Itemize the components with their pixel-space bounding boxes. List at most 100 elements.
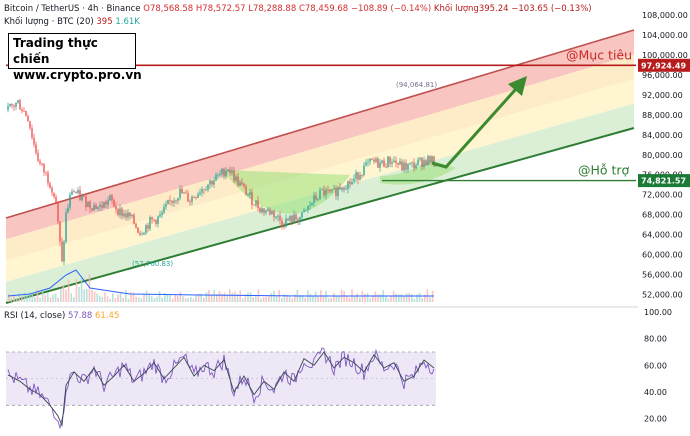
candle[interactable] — [137, 227, 139, 233]
candle[interactable] — [285, 218, 287, 227]
candle[interactable] — [23, 111, 25, 112]
candle[interactable] — [53, 192, 55, 197]
candle[interactable] — [109, 195, 111, 201]
candle[interactable] — [33, 137, 35, 145]
candle[interactable] — [225, 171, 227, 177]
candle[interactable] — [355, 172, 357, 179]
candle[interactable] — [411, 162, 413, 164]
candle[interactable] — [189, 201, 191, 203]
candle[interactable] — [165, 204, 167, 207]
candle[interactable] — [351, 181, 353, 185]
candle[interactable] — [85, 196, 87, 208]
candle[interactable] — [215, 175, 217, 181]
candle[interactable] — [107, 200, 109, 205]
candle[interactable] — [19, 100, 21, 110]
candle[interactable] — [325, 189, 327, 196]
candle[interactable] — [307, 206, 309, 210]
candle[interactable] — [287, 218, 289, 221]
candle[interactable] — [223, 168, 225, 177]
candle[interactable] — [297, 219, 299, 222]
candle[interactable] — [389, 156, 391, 164]
candle[interactable] — [385, 166, 387, 168]
candle[interactable] — [133, 214, 135, 224]
candle[interactable] — [233, 170, 235, 181]
candle[interactable] — [217, 174, 219, 176]
candle[interactable] — [161, 212, 163, 215]
candle[interactable] — [319, 190, 321, 200]
candle[interactable] — [263, 208, 265, 213]
candle[interactable] — [61, 241, 63, 262]
candle[interactable] — [387, 156, 389, 167]
candle[interactable] — [119, 208, 121, 216]
candle[interactable] — [219, 174, 221, 176]
candle[interactable] — [261, 208, 263, 213]
candle[interactable] — [91, 208, 93, 211]
channel-upper-line[interactable] — [5, 29, 635, 219]
candle[interactable] — [339, 187, 341, 190]
candle[interactable] — [37, 152, 39, 161]
candle[interactable] — [249, 192, 251, 195]
candle[interactable] — [131, 214, 133, 217]
candle[interactable] — [349, 181, 351, 185]
candle[interactable] — [271, 210, 273, 215]
candle[interactable] — [185, 192, 187, 194]
candle[interactable] — [147, 225, 149, 229]
candle[interactable] — [407, 163, 409, 170]
candle[interactable] — [381, 160, 383, 163]
channel-lower-line[interactable] — [5, 127, 635, 304]
candle[interactable] — [413, 162, 415, 169]
candle[interactable] — [229, 169, 231, 173]
candle[interactable] — [127, 212, 129, 218]
rsi-label[interactable]: RSI (14, close) — [4, 311, 66, 321]
candle[interactable] — [295, 214, 297, 220]
candle[interactable] — [15, 102, 17, 107]
candle[interactable] — [343, 187, 345, 190]
candle[interactable] — [321, 189, 323, 191]
candle[interactable] — [337, 187, 339, 197]
candle[interactable] — [63, 241, 65, 262]
candle[interactable] — [397, 162, 399, 165]
candle[interactable] — [231, 170, 233, 173]
candle[interactable] — [353, 178, 355, 182]
candle[interactable] — [211, 180, 213, 185]
candle[interactable] — [177, 198, 179, 201]
candle[interactable] — [153, 219, 155, 221]
candle[interactable] — [139, 232, 141, 235]
candle[interactable] — [275, 216, 277, 218]
candle[interactable] — [277, 215, 279, 217]
candle[interactable] — [371, 158, 373, 160]
candle[interactable] — [423, 159, 425, 168]
candle[interactable] — [239, 182, 241, 186]
candle[interactable] — [433, 156, 435, 167]
candle[interactable] — [167, 199, 169, 205]
candle[interactable] — [341, 187, 343, 190]
candle[interactable] — [105, 201, 107, 205]
candle[interactable] — [183, 192, 185, 194]
candle[interactable] — [251, 192, 253, 205]
candle[interactable] — [43, 164, 45, 173]
candle[interactable] — [273, 210, 275, 218]
candle[interactable] — [159, 214, 161, 217]
candle[interactable] — [255, 200, 257, 206]
candle[interactable] — [9, 103, 11, 107]
candle[interactable] — [289, 216, 291, 221]
candle[interactable] — [237, 176, 239, 186]
candle[interactable] — [197, 194, 199, 198]
candle[interactable] — [97, 206, 99, 209]
candle[interactable] — [171, 200, 173, 203]
candle[interactable] — [227, 169, 229, 172]
candle[interactable] — [205, 189, 207, 191]
candle[interactable] — [243, 184, 245, 187]
candle[interactable] — [145, 225, 147, 233]
candle[interactable] — [17, 100, 19, 103]
candle[interactable] — [335, 187, 337, 197]
candle[interactable] — [47, 172, 49, 184]
candle[interactable] — [347, 181, 349, 189]
candle[interactable] — [209, 180, 211, 185]
candle[interactable] — [213, 180, 215, 185]
candle[interactable] — [77, 190, 79, 194]
candle[interactable] — [157, 216, 159, 224]
candle[interactable] — [195, 197, 197, 199]
candle[interactable] — [11, 103, 13, 106]
candle[interactable] — [125, 213, 127, 218]
